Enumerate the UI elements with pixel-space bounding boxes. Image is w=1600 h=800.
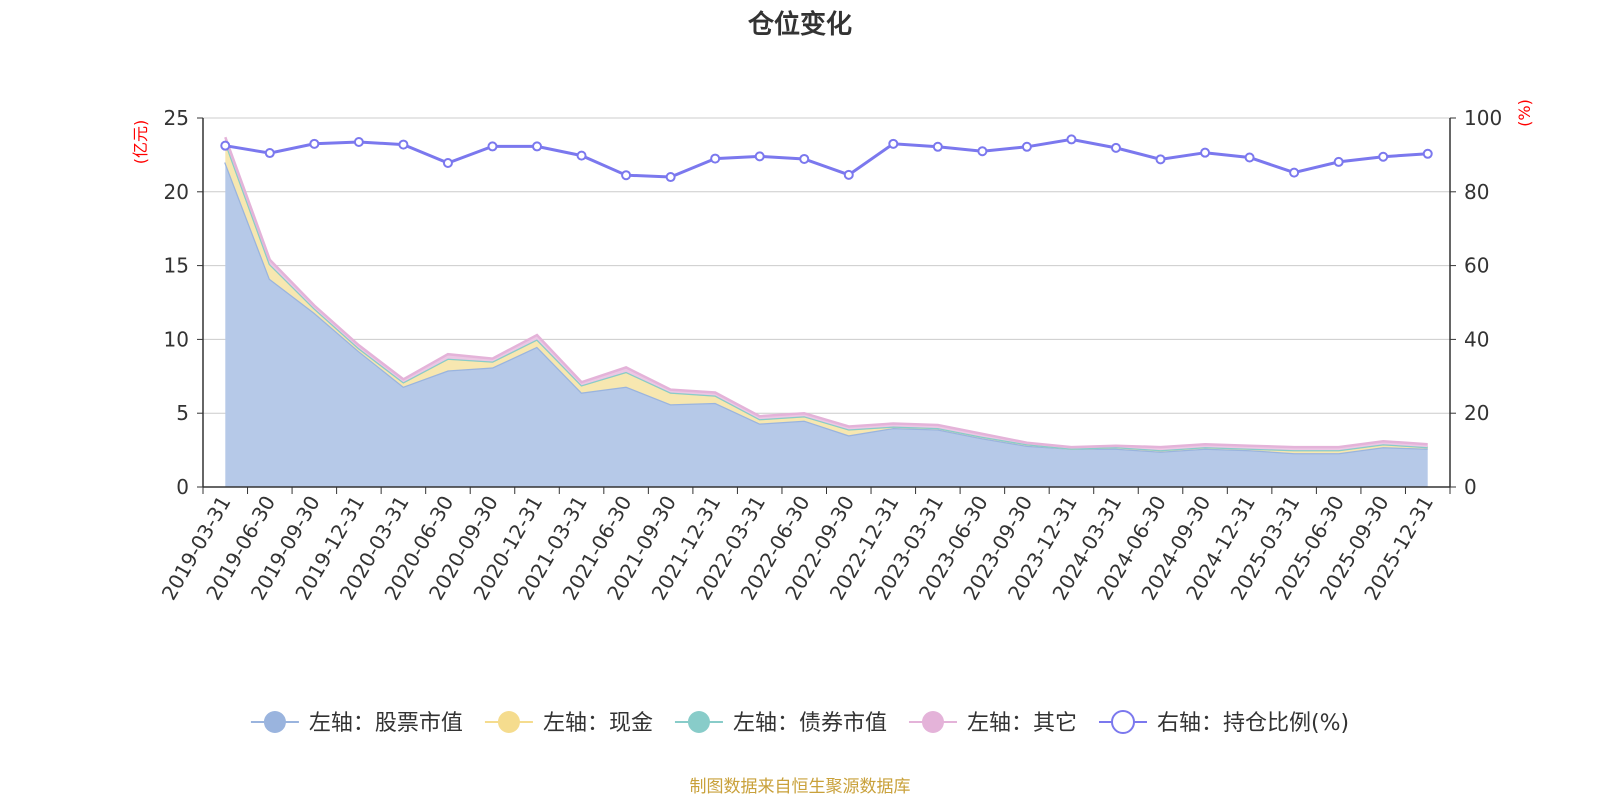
area-左轴：股票市值 [225,162,1428,488]
ratio-point [309,138,320,149]
position-ratio-line [220,134,1433,183]
legend[interactable]: 左轴：股票市值 左轴：现金 左轴：债券市值 左轴：其它 右轴：持仓比例(%) [250,710,1349,736]
ratio-point [220,140,231,151]
legend-circle-icon [921,711,944,733]
stacked-areas [224,136,1428,488]
ratio-point [487,141,498,152]
ratio-point [799,153,810,164]
ratio-point [1066,134,1077,145]
right-tick-label: 100 [1464,106,1502,130]
ratio-point [1333,156,1344,167]
ratio-point [576,150,587,161]
ratio-point [1200,147,1211,158]
source-note: 制图数据来自恒生聚源数据库 [690,777,911,797]
ratio-point [264,148,275,159]
right-tick-label: 40 [1464,327,1489,351]
legend-label: 右轴：持仓比例(%) [1157,711,1349,736]
legend-item[interactable]: 左轴：现金 [484,711,653,736]
legend-label: 左轴：现金 [543,711,653,736]
ratio-point [977,146,988,157]
legend-label: 左轴：其它 [967,711,1077,736]
ratio-point [1021,141,1032,152]
legend-circle-icon [497,711,520,733]
right-tick-label: 80 [1464,180,1489,204]
ratio-point [621,170,632,181]
left-tick-label: 10 [164,327,189,351]
ratio-line-path [225,137,1428,179]
ratio-point [1378,151,1389,162]
ratio-point [754,151,765,162]
ratio-point [1289,167,1300,178]
area-edge-左轴：其它 [224,136,1428,449]
right-axis-unit-label: (%) [1515,99,1534,127]
ratio-point [1422,148,1433,159]
ratio-point [398,139,409,150]
ratio-point [353,136,364,147]
legend-circle-icon [1110,710,1135,734]
left-axis-unit: (亿元) [131,120,150,165]
ratio-point [532,141,543,152]
legend-item[interactable]: 右轴：持仓比例(%) [1098,710,1349,736]
left-tick-label: 5 [176,401,189,425]
right-tick-label: 0 [1464,475,1477,499]
legend-item[interactable]: 左轴：股票市值 [250,711,463,736]
left-tick-label: 15 [164,254,189,278]
legend-label: 左轴：股票市值 [309,711,463,736]
ratio-point [843,169,854,180]
ratio-point [1155,154,1166,165]
right-tick-label: 60 [1464,254,1489,278]
right-tick-label: 20 [1464,401,1489,425]
ratio-point [888,138,899,149]
left-tick-label: 20 [164,180,189,204]
ratio-point [665,172,676,183]
ratio-point [1244,152,1255,163]
left-tick-label: 25 [164,106,189,130]
ratio-point [1110,142,1121,153]
ratio-point [442,158,453,169]
grid-lines [203,117,1450,414]
left-axis-unit-label: (亿元) [131,120,150,165]
ratio-point [932,141,943,152]
legend-circle-icon [687,711,710,733]
left-tick-label: 0 [176,475,189,499]
ratio-point [710,153,721,164]
right-axis-unit: (%) [1515,99,1534,127]
legend-item[interactable]: 左轴：债券市值 [674,711,887,736]
legend-item[interactable]: 左轴：其它 [908,711,1077,736]
legend-circle-icon [263,711,286,733]
legend-label: 左轴：债券市值 [733,711,887,736]
chart-title: 仓位变化 [747,9,852,40]
